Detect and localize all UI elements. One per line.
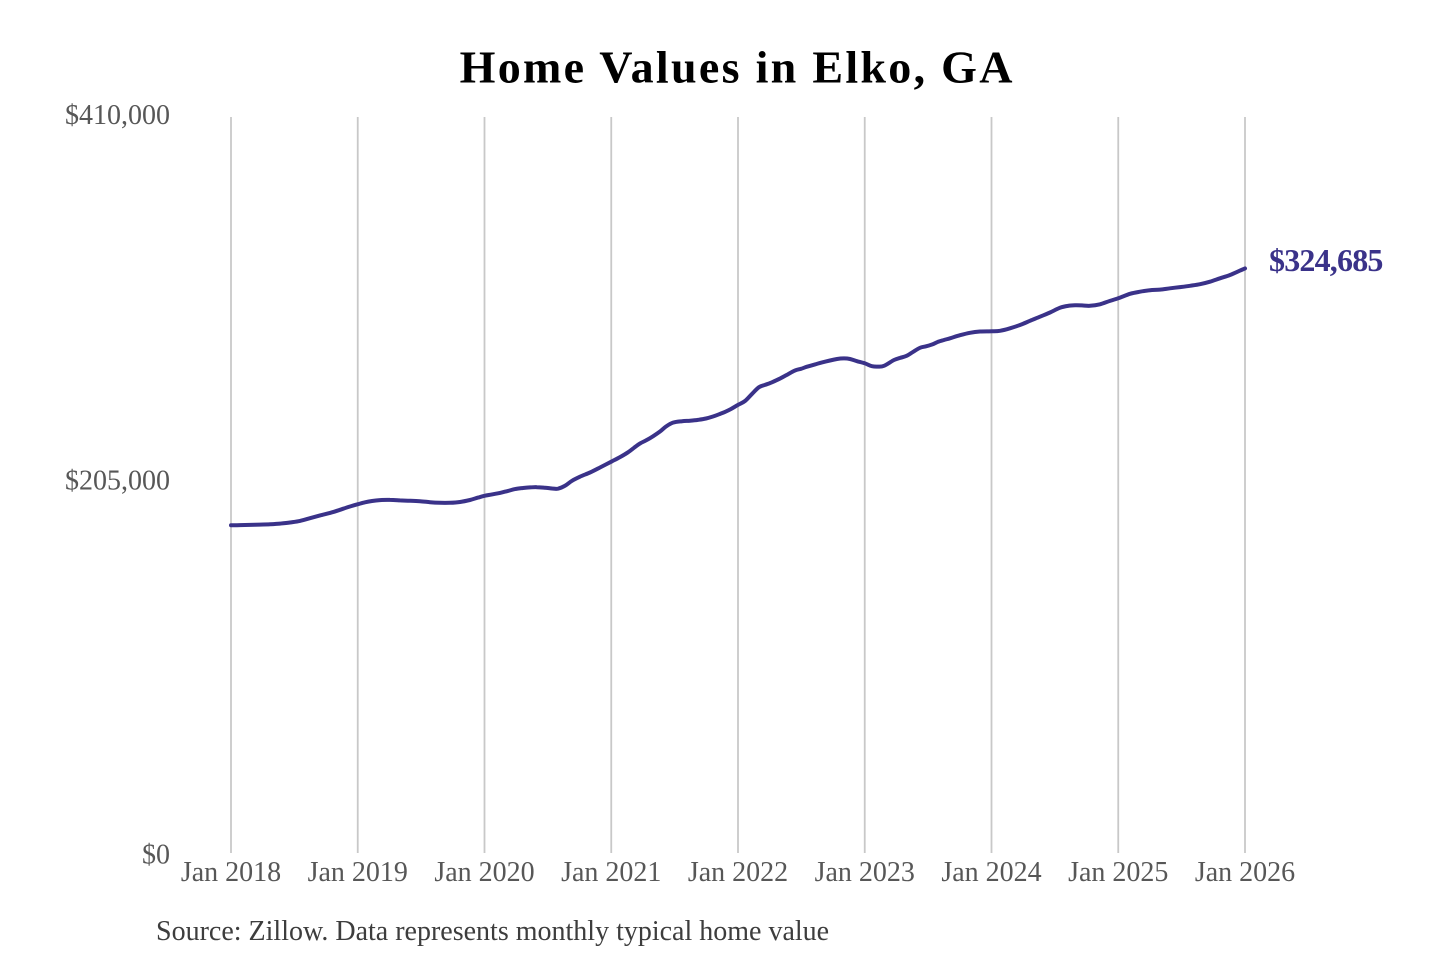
svg-text:Jan 2020: Jan 2020 [434, 857, 534, 888]
svg-text:Jan 2023: Jan 2023 [815, 857, 915, 888]
svg-text:Jan 2018: Jan 2018 [181, 857, 281, 888]
svg-text:$0: $0 [142, 840, 170, 871]
svg-text:Home Values in Elko, GA: Home Values in Elko, GA [460, 42, 1015, 93]
svg-text:$410,000: $410,000 [65, 100, 170, 131]
svg-text:Jan 2026: Jan 2026 [1195, 857, 1295, 888]
svg-text:$205,000: $205,000 [65, 466, 170, 497]
svg-text:Source: Zillow. Data represent: Source: Zillow. Data represents monthly … [156, 916, 829, 947]
svg-text:Jan 2022: Jan 2022 [688, 857, 788, 888]
svg-text:$324,685: $324,685 [1269, 242, 1383, 278]
svg-text:Jan 2019: Jan 2019 [308, 857, 408, 888]
svg-text:Jan 2024: Jan 2024 [941, 857, 1041, 888]
svg-text:Jan 2021: Jan 2021 [561, 857, 661, 888]
svg-text:Jan 2025: Jan 2025 [1068, 857, 1168, 888]
